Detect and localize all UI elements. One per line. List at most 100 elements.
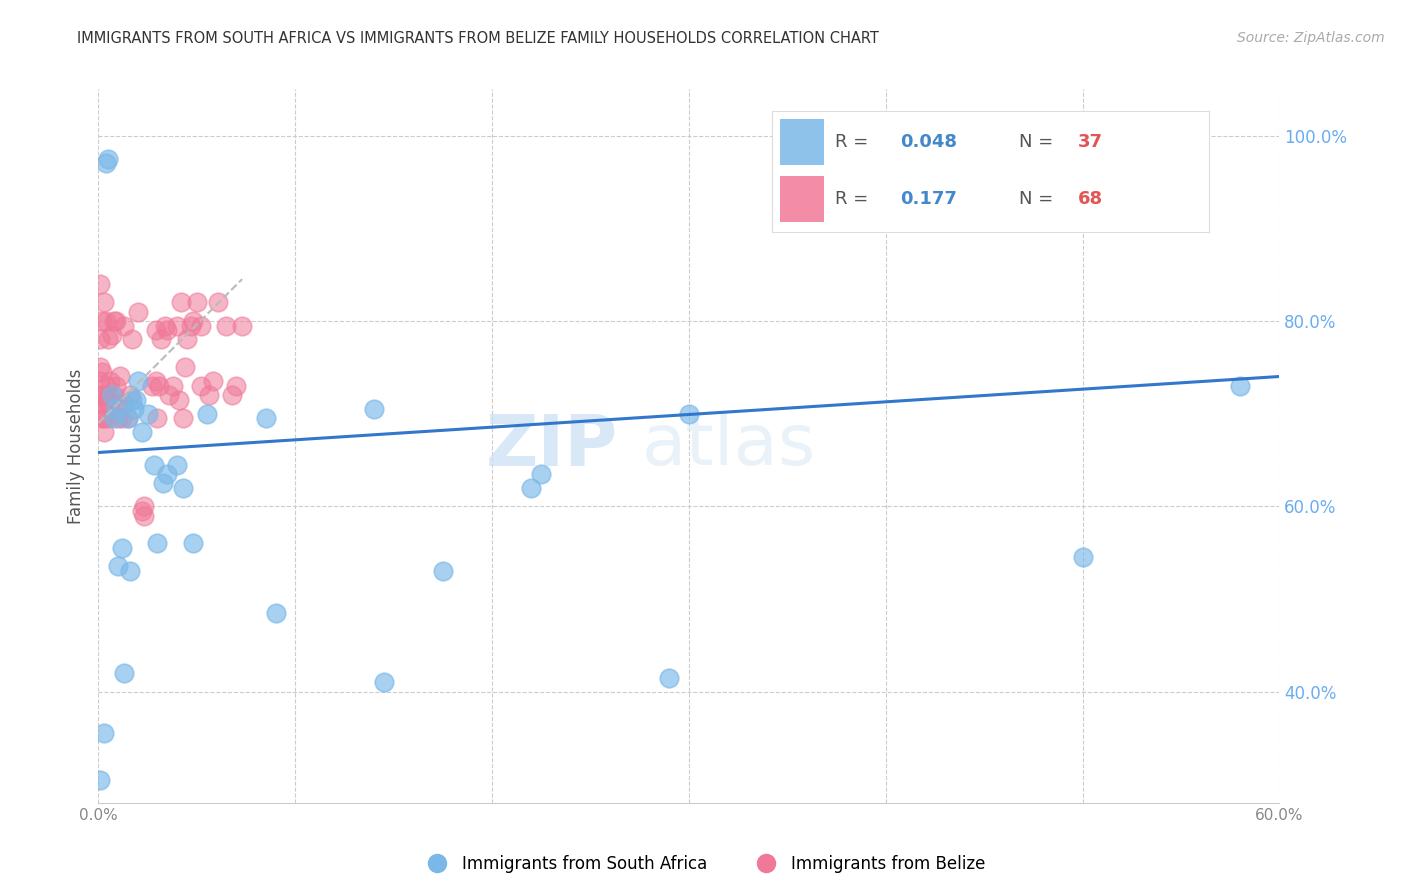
Point	[89, 277, 111, 291]
Point	[190, 318, 212, 333]
Point	[181, 536, 204, 550]
Point	[155, 318, 177, 333]
Point	[89, 360, 111, 375]
Point	[91, 411, 114, 425]
Point	[93, 411, 115, 425]
Point	[131, 504, 153, 518]
Point	[101, 388, 124, 402]
Point	[254, 411, 277, 425]
Point	[176, 333, 198, 347]
Point	[150, 333, 173, 347]
Point	[146, 411, 169, 425]
Point	[127, 374, 149, 388]
Point	[264, 606, 287, 620]
Point	[96, 378, 118, 392]
Point	[111, 411, 134, 425]
Point	[107, 397, 129, 411]
Point	[125, 392, 148, 407]
Point	[363, 401, 385, 416]
Point	[146, 536, 169, 550]
Point	[127, 304, 149, 318]
Point	[105, 378, 128, 392]
Point	[97, 411, 120, 425]
Point	[96, 314, 118, 328]
Point	[101, 327, 124, 342]
Point	[91, 365, 114, 379]
Point	[108, 369, 131, 384]
Point	[132, 500, 155, 514]
Point	[93, 397, 115, 411]
Point	[157, 388, 180, 402]
Point	[156, 323, 179, 337]
Point	[118, 564, 141, 578]
Point	[141, 378, 163, 392]
Point	[145, 323, 167, 337]
Point	[156, 467, 179, 481]
Point	[105, 401, 128, 416]
Point	[215, 318, 238, 333]
Point	[197, 388, 219, 402]
Point	[112, 318, 135, 333]
Point	[93, 295, 115, 310]
Point	[225, 378, 247, 392]
Point	[172, 411, 194, 425]
Point	[89, 374, 111, 388]
Point	[89, 333, 111, 347]
Point	[121, 392, 143, 407]
Point	[89, 388, 111, 402]
Point	[221, 388, 243, 402]
Text: Source: ZipAtlas.com: Source: ZipAtlas.com	[1237, 31, 1385, 45]
Point	[103, 411, 125, 425]
Legend: Immigrants from South Africa, Immigrants from Belize: Immigrants from South Africa, Immigrants…	[413, 848, 993, 880]
Text: IMMIGRANTS FROM SOUTH AFRICA VS IMMIGRANTS FROM BELIZE FAMILY HOUSEHOLDS CORRELA: IMMIGRANTS FROM SOUTH AFRICA VS IMMIGRAN…	[77, 31, 879, 46]
Point	[186, 295, 208, 310]
Point	[97, 152, 120, 166]
Point	[112, 397, 135, 411]
Point	[91, 397, 114, 411]
Point	[678, 407, 700, 421]
Point	[132, 508, 155, 523]
Point	[166, 458, 188, 472]
Point	[107, 559, 129, 574]
Point	[89, 772, 111, 787]
Point	[117, 411, 139, 425]
Point	[520, 481, 543, 495]
Point	[111, 541, 134, 555]
Point	[207, 295, 229, 310]
Point	[172, 481, 194, 495]
Point	[166, 318, 188, 333]
Point	[530, 467, 553, 481]
Point	[148, 378, 170, 392]
Point	[96, 392, 118, 407]
Point	[122, 401, 145, 416]
Point	[152, 476, 174, 491]
Point	[107, 411, 129, 425]
Point	[93, 425, 115, 439]
Point	[162, 378, 184, 392]
Point	[180, 318, 202, 333]
Point	[195, 407, 218, 421]
Point	[136, 407, 159, 421]
Point	[170, 295, 193, 310]
Point	[1229, 378, 1251, 392]
Point	[105, 314, 128, 328]
Y-axis label: Family Households: Family Households	[66, 368, 84, 524]
Point	[432, 564, 454, 578]
Point	[167, 392, 190, 407]
Point	[201, 374, 224, 388]
Point	[98, 397, 121, 411]
Point	[174, 360, 197, 375]
Point	[121, 333, 143, 347]
Text: ZIP: ZIP	[486, 411, 619, 481]
Point	[91, 314, 114, 328]
Point	[91, 388, 114, 402]
Point	[103, 388, 125, 402]
Point	[96, 156, 118, 170]
Point	[93, 726, 115, 740]
Point	[118, 388, 141, 402]
Point	[142, 458, 165, 472]
Point	[131, 425, 153, 439]
Point	[112, 666, 135, 681]
Point	[658, 671, 681, 685]
Point	[98, 374, 121, 388]
